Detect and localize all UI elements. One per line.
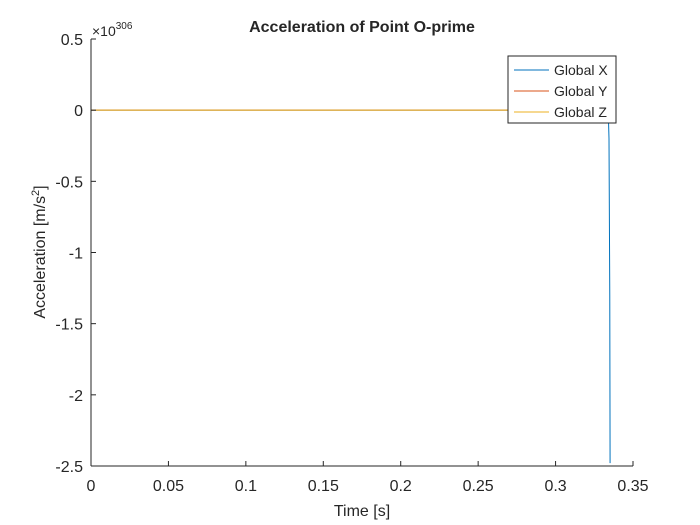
y-tick-label: -1 [69, 246, 83, 263]
y-axis-label: Acceleration [m/s2] [30, 185, 49, 318]
x-tick-label: 0.15 [308, 478, 339, 495]
y-tick-label: 0 [74, 103, 83, 120]
x-tick-label: 0.1 [235, 478, 257, 495]
y-tick-label: 0.5 [61, 32, 83, 49]
y-exponent-prefix: ×10 [92, 23, 116, 39]
x-tick-label: 0.3 [544, 478, 566, 495]
y-axis-label-sup: 2 [30, 190, 42, 196]
x-axis-label: Time [s] [334, 503, 390, 520]
y-tick-label: -0.5 [55, 174, 83, 191]
legend: Global X Global Y Global Z [507, 55, 617, 124]
y-axis-label-end: ] [32, 185, 49, 189]
y-tick-label: -2.5 [55, 459, 83, 476]
y-exponent-value: 306 [116, 21, 133, 32]
legend-label: Global Z [554, 104, 607, 120]
x-tick-label: 0 [87, 478, 96, 495]
y-exponent: ×10306 [92, 21, 133, 39]
y-axis-label-main: Acceleration [m/s [32, 196, 49, 319]
tick-layer: 0 0.05 0.1 0.15 0.2 0.25 0.3 0.35 0.5 0 -0.5 -1 -1.5… [55, 32, 648, 495]
y-tick-label: -2 [69, 388, 83, 405]
y-tick-label: -1.5 [55, 317, 83, 334]
legend-label: Global X [554, 62, 608, 78]
x-tick-label: 0.2 [390, 478, 412, 495]
x-tick-label: 0.25 [463, 478, 494, 495]
x-tick-label: 0.35 [617, 478, 648, 495]
chart-title: Acceleration of Point O-prime [249, 19, 475, 36]
legend-label: Global Y [554, 83, 608, 99]
x-tick-label: 0.05 [153, 478, 184, 495]
